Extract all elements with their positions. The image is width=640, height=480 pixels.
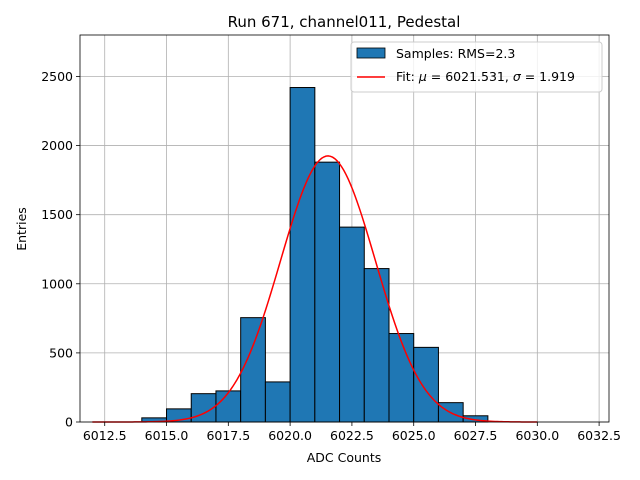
- chart-title: Run 671, channel011, Pedestal: [228, 13, 461, 31]
- x-axis-ticks: 6012.5 6015.0 6017.5 6020.0 6022.5 6025.0 6027…: [83, 422, 621, 443]
- x-tick-label: 6015.0: [145, 428, 189, 443]
- y-tick-label: 2500: [41, 69, 73, 84]
- histogram-bar: [240, 317, 266, 423]
- legend-fit-sigma-value: = 1.919: [521, 69, 575, 84]
- y-tick-label: 500: [49, 345, 73, 360]
- x-tick-label: 6017.5: [206, 428, 250, 443]
- x-tick-label: 6025.0: [392, 428, 436, 443]
- histogram-bar: [289, 87, 316, 423]
- legend-samples-label: Samples: RMS=2.3: [396, 46, 515, 61]
- histogram-bar: [314, 161, 341, 423]
- histogram-bar: [264, 381, 291, 423]
- plot-frame: [79, 34, 610, 423]
- x-tick-label: 6022.5: [330, 428, 374, 443]
- y-tick-label: 1500: [41, 207, 73, 222]
- histogram-bar: [388, 333, 415, 423]
- gaussian-fit-curve: [92, 155, 538, 423]
- legend-fit-prefix: Fit:: [396, 69, 419, 84]
- legend: Samples: RMS=2.3 Fit: μ = 6021.531, σ = …: [350, 41, 603, 93]
- y-tick-label: 0: [65, 415, 73, 430]
- y-tick-label: 1000: [41, 276, 73, 291]
- legend-fit-sigma-symbol: σ: [513, 69, 522, 84]
- y-tick-label: 2000: [41, 138, 73, 153]
- legend-fit-mu-value: = 6021.531,: [427, 69, 513, 84]
- legend-fit-label: Fit: μ = 6021.531, σ = 1.919: [396, 69, 575, 84]
- x-axis-label: ADC Counts: [307, 450, 382, 465]
- y-axis-label: Entries: [14, 207, 29, 251]
- histogram-bar: [215, 390, 242, 423]
- x-tick-label: 6012.5: [83, 428, 127, 443]
- x-tick-label: 6027.5: [454, 428, 498, 443]
- legend-samples-swatch: [356, 47, 386, 59]
- y-axis-ticks: 0 500 1000 1500 2000 2500: [41, 69, 80, 430]
- x-tick-label: 6032.5: [577, 428, 621, 443]
- legend-box: [350, 41, 603, 93]
- x-tick-label: 6020.0: [268, 428, 312, 443]
- histogram-bars: [141, 87, 489, 423]
- legend-fit-mu-symbol: μ: [418, 69, 427, 84]
- histogram-bar: [339, 226, 365, 423]
- histogram-bar: [413, 346, 439, 423]
- x-tick-label: 6030.0: [515, 428, 559, 443]
